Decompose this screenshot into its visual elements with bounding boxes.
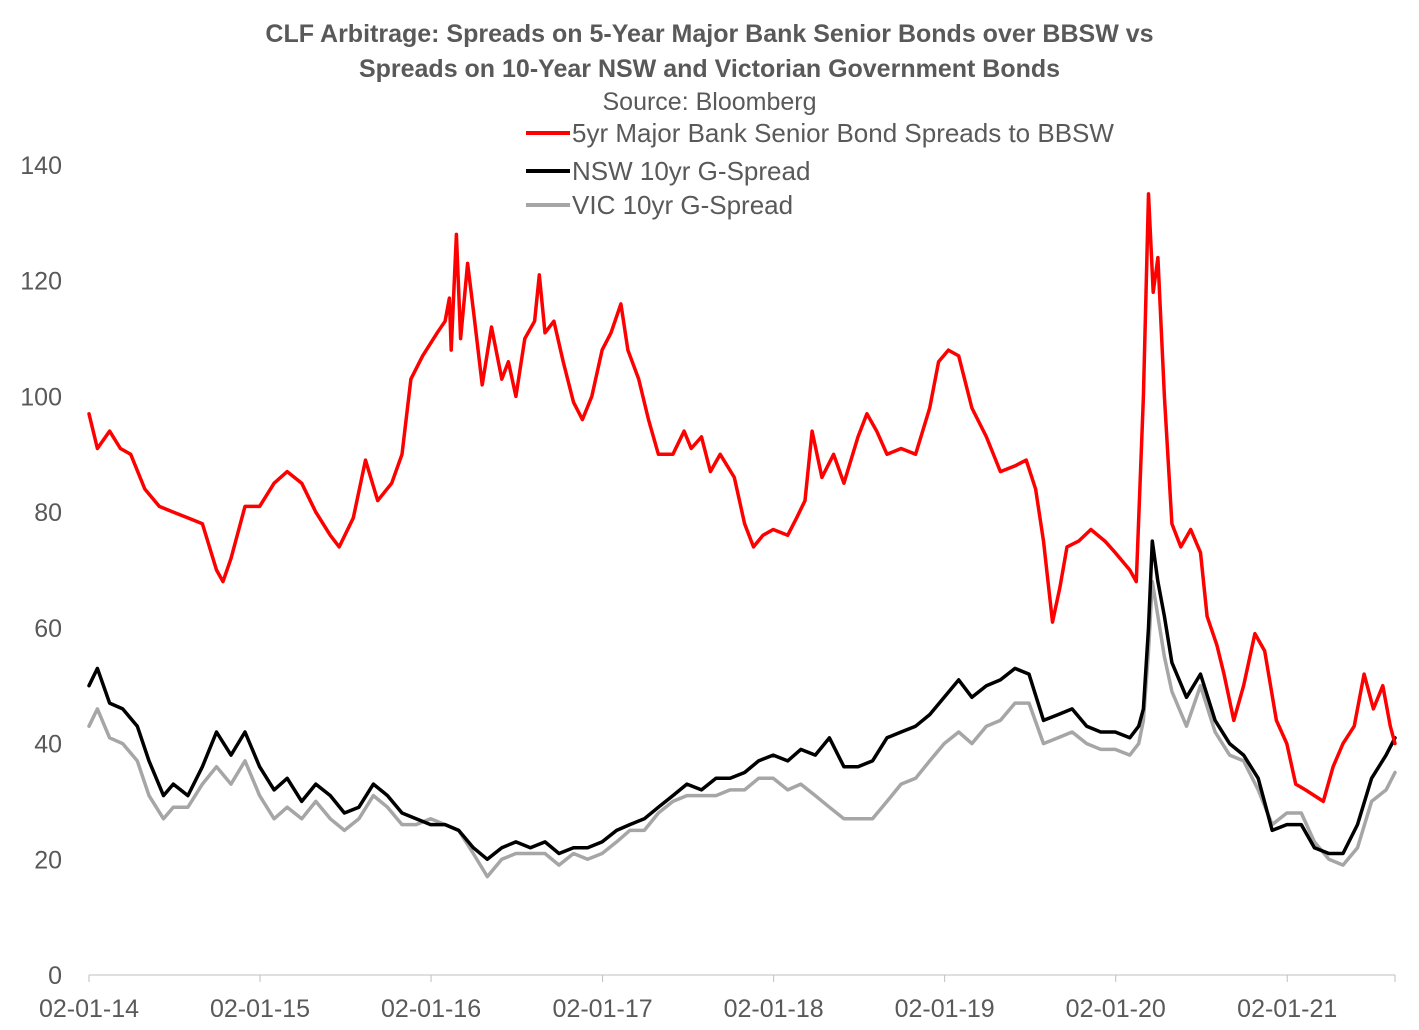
y-tick-label: 80: [34, 499, 62, 527]
legend-label: 5yr Major Bank Senior Bond Spreads to BB…: [572, 118, 1114, 148]
y-tick-label: 140: [20, 152, 62, 180]
x-tick-label: 02-01-17: [553, 995, 653, 1023]
y-tick-label: 60: [34, 615, 62, 643]
y-tick-label: 120: [20, 268, 62, 296]
x-tick-label: 02-01-19: [895, 995, 995, 1023]
series-line-2: [87, 579, 1397, 879]
legend-label: NSW 10yr G-Spread: [572, 156, 810, 186]
series-line-0: [87, 192, 1397, 804]
y-tick-label: 0: [48, 962, 62, 990]
chart-title-line1: CLF Arbitrage: Spreads on 5-Year Major B…: [265, 20, 1154, 48]
x-tick-label: 02-01-14: [39, 995, 139, 1023]
y-tick-label: 100: [20, 383, 62, 411]
x-tick-label: 02-01-16: [381, 995, 481, 1023]
legend-label: VIC 10yr G-Spread: [572, 190, 793, 220]
chart-title-line2: Spreads on 10-Year NSW and Victorian Gov…: [358, 55, 1061, 83]
x-tick-label: 02-01-20: [1066, 995, 1166, 1023]
series-line-1: [87, 539, 1397, 862]
x-tick-label: 02-01-15: [210, 995, 310, 1023]
x-tick-label: 02-01-21: [1237, 995, 1337, 1023]
y-tick-label: 40: [34, 731, 62, 759]
y-tick-label: 20: [34, 846, 62, 874]
chart-source: Source: Bloomberg: [602, 88, 817, 116]
x-tick-label: 02-01-18: [724, 995, 824, 1023]
